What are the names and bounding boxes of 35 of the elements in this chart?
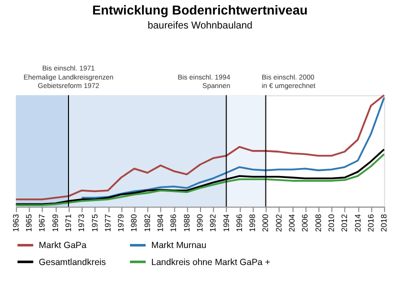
x-tick-label: 2004 — [288, 214, 297, 232]
x-tick-label: 1975 — [90, 214, 100, 232]
x-tick-label: 1982 — [142, 214, 152, 232]
x-tick-label: 1969 — [50, 214, 60, 232]
x-tick-label: 1998 — [248, 214, 258, 232]
x-tick-label: 2002 — [274, 214, 284, 232]
x-tick-label: 2018 — [380, 214, 389, 232]
x-tick-label: 2014 — [353, 214, 362, 232]
x-tick-label: 2010 — [326, 214, 336, 232]
x-tick-label: 1996 — [234, 214, 244, 232]
x-tick-label: 2008 — [314, 214, 323, 232]
x-tick-label: 2006 — [300, 214, 310, 232]
x-tick-label: 1971 — [64, 214, 73, 232]
x-tick-label: 1988 — [182, 214, 192, 232]
x-tick-label: 2016 — [366, 214, 376, 232]
x-tick-label: 1977 — [103, 214, 112, 232]
legend-label: Landkreis ohne Markt GaPa + — [151, 256, 270, 267]
x-tick-label: 1992 — [208, 214, 218, 232]
x-tick-label: 1967 — [38, 214, 47, 232]
x-tick-label: 2000 — [261, 214, 270, 232]
x-tick-label: 1963 — [11, 214, 20, 232]
x-tick-label: 1973 — [77, 214, 86, 232]
x-tick-label: 1965 — [24, 214, 34, 232]
x-tick-label: 1984 — [156, 214, 166, 232]
x-tick-label: 1990 — [195, 214, 204, 232]
x-tick-label: 2012 — [340, 214, 350, 232]
chart-title: Entwicklung Bodenrichtwertniveau — [92, 2, 308, 18]
legend-label: Gesamtlandkreis — [38, 256, 106, 267]
chart-subtitle: baureifes Wohnbauland — [148, 20, 252, 32]
x-tick-label: 1986 — [169, 214, 178, 232]
x-tick-label: 1980 — [130, 214, 139, 232]
x-tick-label: 1994 — [222, 214, 231, 232]
legend-label: Markt Murnau — [151, 240, 206, 250]
x-tick-label: 1979 — [116, 214, 126, 232]
legend-label: Markt GaPa — [38, 240, 87, 250]
